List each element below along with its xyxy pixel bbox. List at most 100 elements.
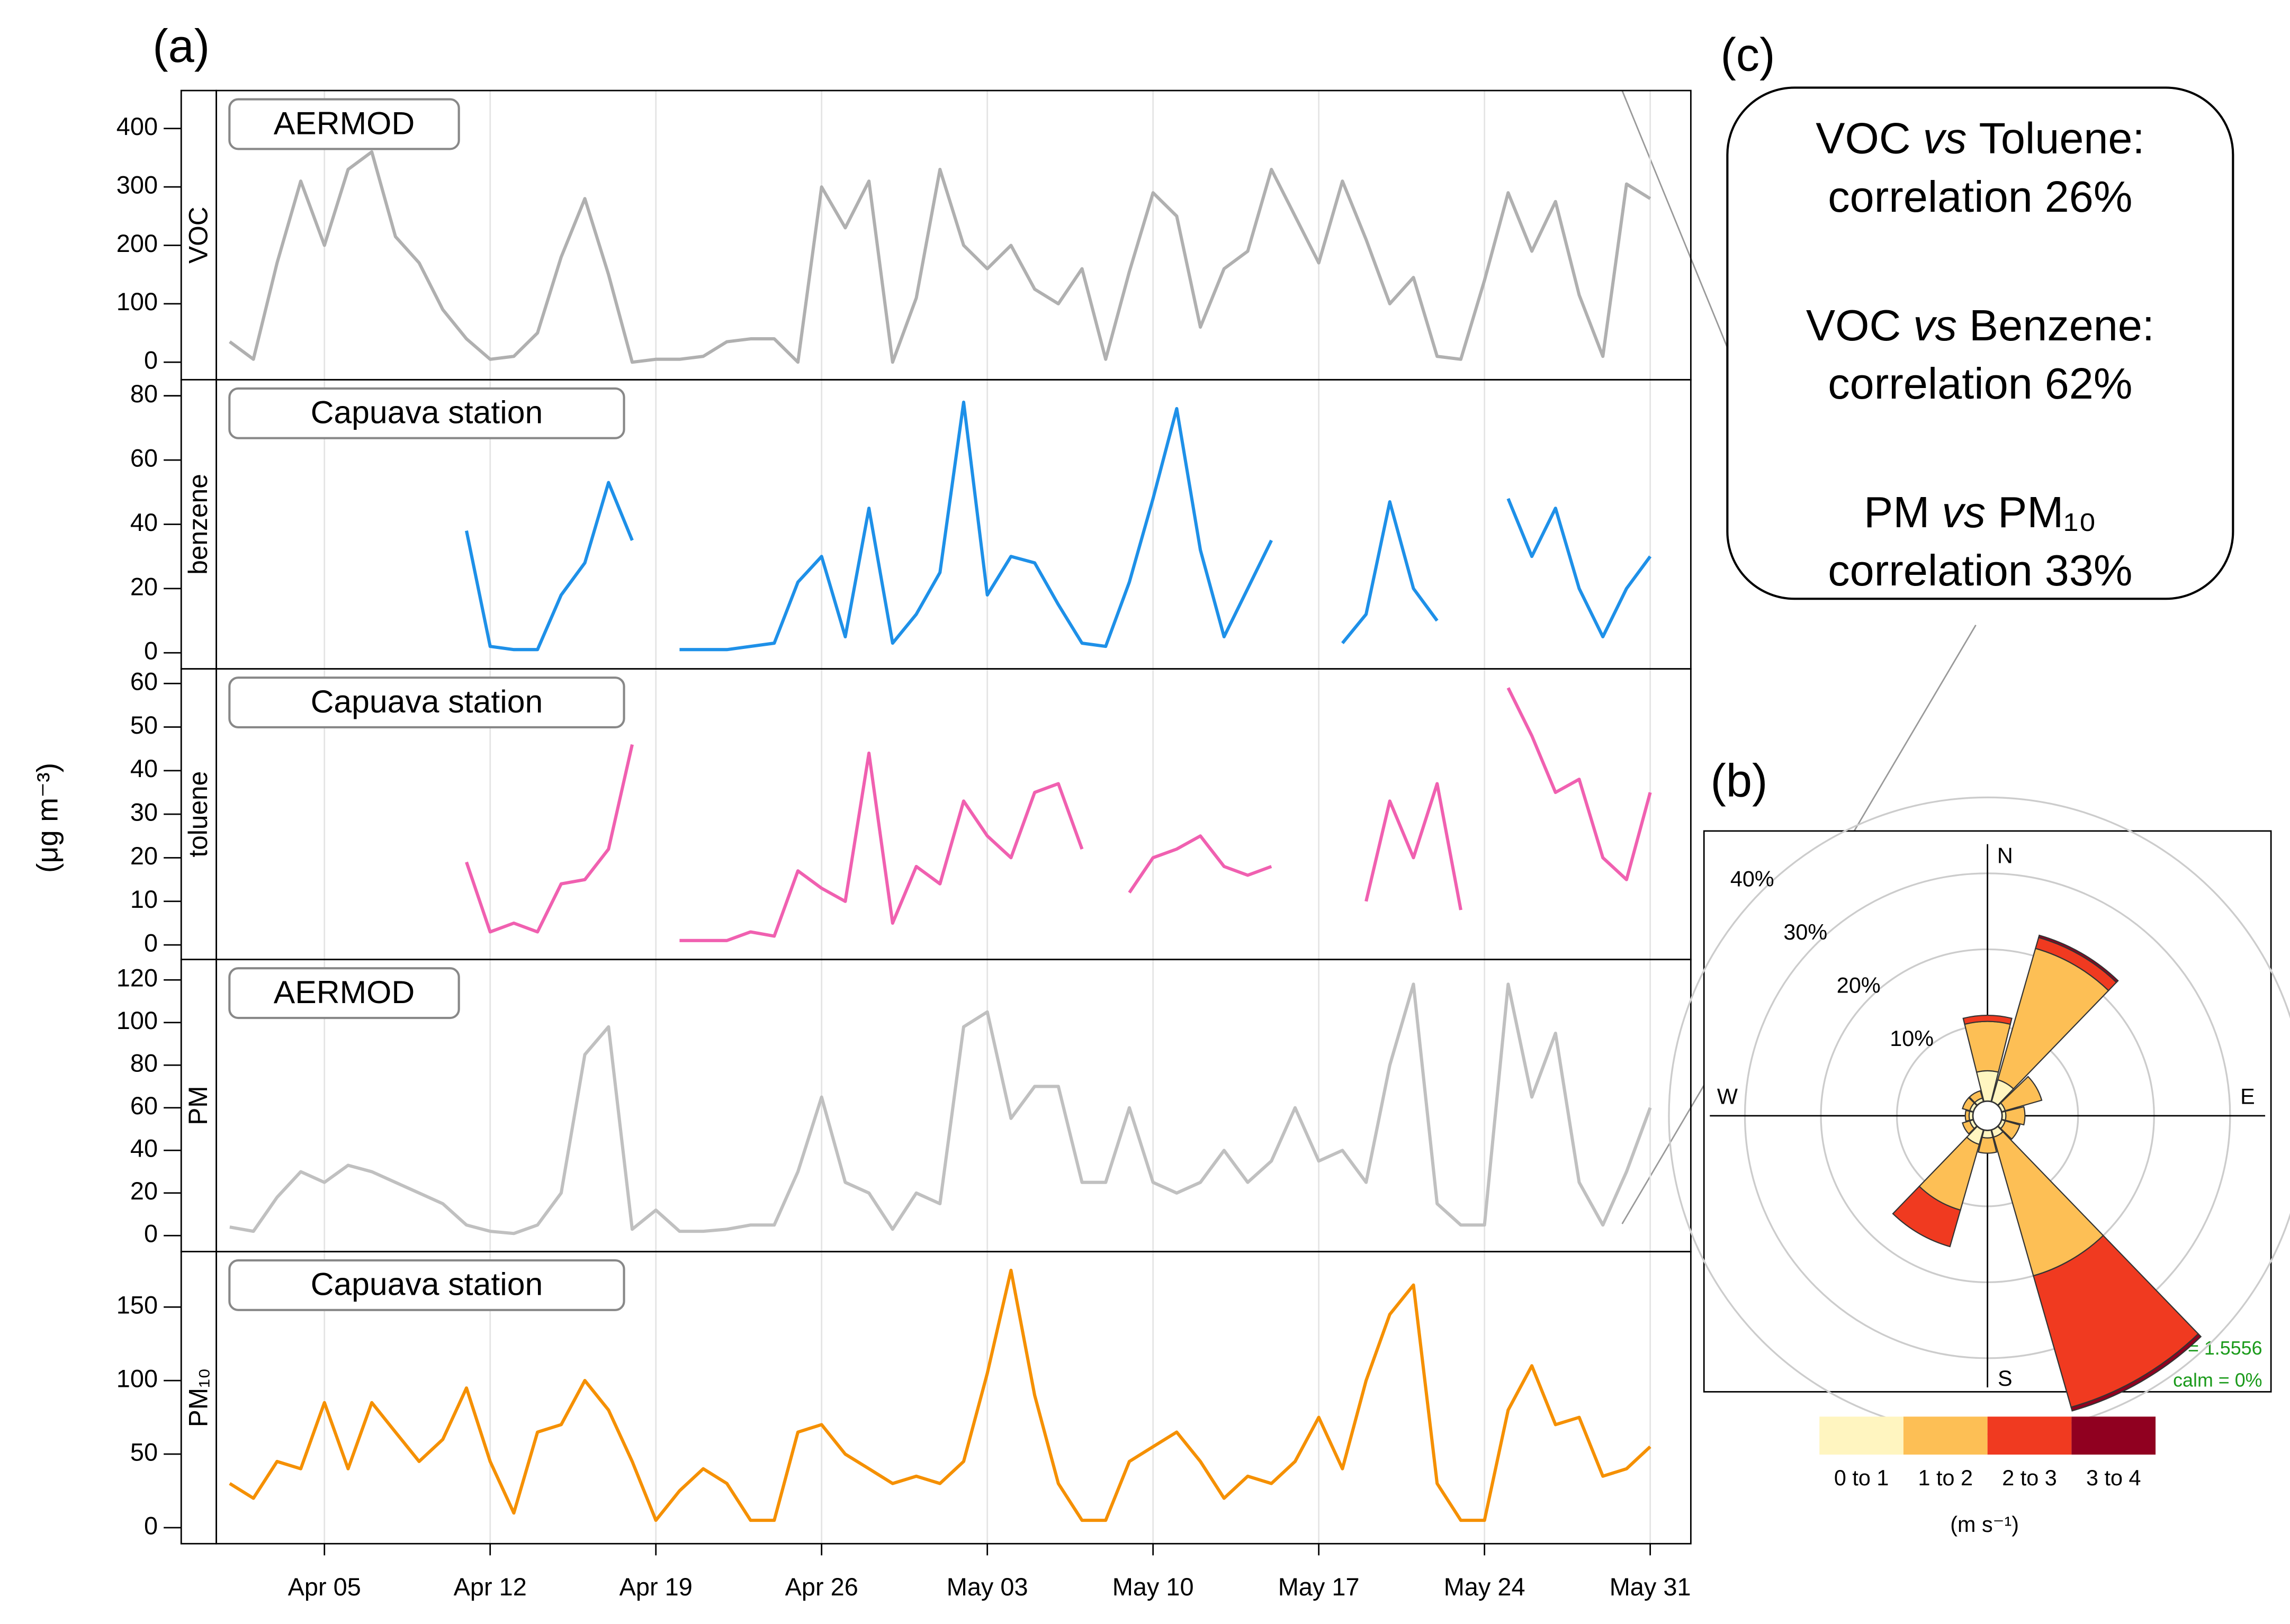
direction-label: S bbox=[1998, 1366, 2013, 1391]
series-line bbox=[465, 400, 1652, 652]
legend-swatch bbox=[2071, 1417, 2156, 1455]
y-tick-label: 400 bbox=[116, 113, 158, 140]
y-tick-label: 60 bbox=[130, 1092, 158, 1120]
rose-segment bbox=[2070, 1333, 2202, 1412]
x-tick-label: May 17 bbox=[1278, 1573, 1360, 1601]
strip bbox=[180, 1251, 217, 1545]
rose-segment bbox=[1962, 1120, 1975, 1135]
y-tick-label: 60 bbox=[130, 668, 158, 696]
series-line bbox=[229, 150, 1651, 364]
panel-label: (c) bbox=[1721, 29, 1775, 81]
y-tick-label: 20 bbox=[130, 1177, 158, 1205]
panel-y-label: PM bbox=[183, 1086, 213, 1125]
note-text: correlation 62% bbox=[1828, 359, 2132, 408]
y-tick-label: 100 bbox=[116, 1365, 158, 1393]
strip bbox=[180, 378, 217, 670]
note-word: vs bbox=[1942, 488, 1986, 537]
ring-label: 40% bbox=[1730, 867, 1774, 891]
source-tag bbox=[228, 676, 625, 729]
strip bbox=[180, 959, 217, 1252]
series-line bbox=[229, 1268, 1651, 1522]
y-tick-label: 100 bbox=[116, 288, 158, 315]
strip bbox=[180, 668, 217, 961]
direction-label: N bbox=[1997, 843, 2013, 868]
y-tick-label: 60 bbox=[130, 444, 158, 472]
x-tick-label: Apr 26 bbox=[785, 1573, 858, 1601]
source-tag-label: Capuava station bbox=[311, 394, 543, 430]
y-tick-label: 40 bbox=[130, 755, 158, 782]
rose-segment bbox=[1964, 1109, 1971, 1122]
x-tick-label: Apr 05 bbox=[288, 1573, 361, 1601]
rose-segment bbox=[2005, 1106, 2026, 1126]
panel-y-label: VOC bbox=[183, 206, 213, 264]
panel-y-label: toluene bbox=[183, 771, 213, 858]
source-tag bbox=[228, 387, 625, 439]
y-tick-label: 0 bbox=[144, 347, 158, 374]
y-tick-label: 150 bbox=[116, 1292, 158, 1319]
source-tag-label: Capuava station bbox=[311, 683, 543, 719]
note-text: correlation 26% bbox=[1828, 172, 2132, 221]
y-tick-label: 120 bbox=[116, 964, 158, 992]
legend-swatch bbox=[1819, 1417, 1903, 1455]
y-tick-label: 300 bbox=[116, 172, 158, 199]
note-heading: PM vs PM₁₀ bbox=[1864, 488, 2096, 537]
rose-segment bbox=[1892, 1185, 1961, 1248]
legend-label: 1 to 2 bbox=[1918, 1466, 1973, 1490]
note-box bbox=[1726, 86, 2234, 600]
y-tick-label: 20 bbox=[130, 573, 158, 600]
source-tag-label: AERMOD bbox=[274, 974, 415, 1010]
note-word: PM bbox=[1864, 488, 1929, 537]
y-tick-label: 20 bbox=[130, 842, 158, 870]
legend-swatch bbox=[1987, 1417, 2072, 1455]
note-word: vs bbox=[1913, 301, 1957, 350]
annotation: calm = 0% bbox=[2173, 1369, 2262, 1391]
y-tick-label: 40 bbox=[130, 1135, 158, 1162]
source-tag bbox=[228, 1259, 625, 1311]
panel-y-label: PM₁₀ bbox=[183, 1368, 213, 1427]
y-tick-label: 0 bbox=[144, 1512, 158, 1539]
source-tag bbox=[228, 967, 460, 1019]
x-tick-label: May 03 bbox=[947, 1573, 1028, 1601]
y-tick-label: 30 bbox=[130, 799, 158, 826]
rose-segment bbox=[1981, 1129, 1994, 1139]
legend-label: 3 to 4 bbox=[2086, 1466, 2141, 1490]
legend-swatch bbox=[1903, 1417, 1988, 1455]
note-heading: VOC vs Toluene: bbox=[1816, 113, 2144, 163]
y-axis-label: (μg m⁻³) bbox=[31, 763, 64, 873]
y-tick-label: 200 bbox=[116, 230, 158, 257]
direction-label: E bbox=[2240, 1085, 2255, 1109]
note-word: VOC bbox=[1806, 301, 1901, 350]
rose-segment bbox=[1968, 1090, 1983, 1104]
series-line bbox=[229, 982, 1652, 1235]
rose-segment bbox=[2000, 1120, 2021, 1140]
note-word: Benzene: bbox=[1969, 301, 2154, 350]
x-tick-label: May 31 bbox=[1610, 1573, 1691, 1601]
series-line bbox=[465, 687, 1652, 942]
note-heading: VOC vs Benzene: bbox=[1806, 301, 2154, 350]
y-tick-label: 50 bbox=[130, 1438, 158, 1466]
note-text: correlation 33% bbox=[1828, 546, 2132, 595]
note-word: PM₁₀ bbox=[1998, 488, 2096, 537]
legend-label: 0 to 1 bbox=[1834, 1466, 1889, 1490]
note-word: Toluene: bbox=[1979, 113, 2144, 163]
y-tick-label: 80 bbox=[130, 1050, 158, 1077]
x-tick-label: May 24 bbox=[1444, 1573, 1525, 1601]
legend-label: 2 to 3 bbox=[2002, 1466, 2057, 1490]
y-tick-label: 10 bbox=[130, 886, 158, 913]
y-tick-label: 80 bbox=[130, 380, 158, 408]
ring-label: 20% bbox=[1837, 973, 1881, 997]
panel-label: (b) bbox=[1710, 754, 1767, 807]
direction-label: W bbox=[1717, 1085, 1738, 1109]
ring-label: 10% bbox=[1890, 1026, 1934, 1051]
legend-unit: (m s⁻¹) bbox=[1950, 1512, 2019, 1537]
x-tick-label: Apr 19 bbox=[619, 1573, 693, 1601]
rose-segment bbox=[2037, 934, 2119, 984]
x-tick-label: Apr 12 bbox=[454, 1573, 527, 1601]
rose-segment bbox=[1962, 1015, 2013, 1025]
x-tick-label: May 10 bbox=[1112, 1573, 1194, 1601]
leader-line bbox=[1621, 90, 1728, 348]
note-word: VOC bbox=[1816, 113, 1910, 163]
note-word: vs bbox=[1923, 113, 1967, 163]
source-tag bbox=[228, 98, 460, 150]
